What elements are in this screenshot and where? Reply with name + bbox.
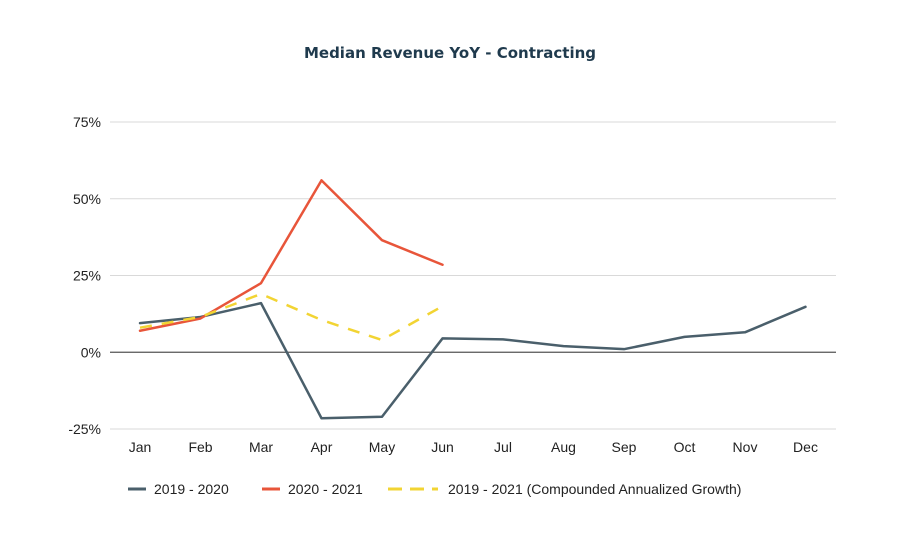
x-tick-label: May bbox=[369, 439, 395, 455]
x-tick-label: Mar bbox=[249, 439, 273, 455]
y-tick-label: 25% bbox=[73, 268, 101, 284]
x-tick-label: Jun bbox=[431, 439, 454, 455]
x-tick-label: Nov bbox=[733, 439, 758, 455]
x-tick-label: Aug bbox=[551, 439, 576, 455]
series-lines bbox=[138, 179, 807, 420]
legend-label: 2020 - 2021 bbox=[288, 481, 363, 497]
series-line-2 bbox=[138, 179, 444, 333]
series-line-3 bbox=[139, 292, 444, 342]
gridlines bbox=[110, 121, 836, 430]
series-line-1 bbox=[138, 301, 807, 420]
x-axis-tick-labels: Jan Feb Mar Apr May Jun Jul Aug Sep Oct Nov Dec bbox=[129, 439, 818, 455]
y-tick-label: -25% bbox=[68, 421, 101, 437]
y-tick-label: 75% bbox=[73, 114, 101, 130]
legend-label: 2019 - 2021 (Compounded Annualized Growt… bbox=[448, 481, 741, 497]
x-tick-label: Jul bbox=[494, 439, 512, 455]
chart-title: Median Revenue YoY - Contracting bbox=[304, 44, 596, 62]
x-tick-label: Oct bbox=[674, 439, 696, 455]
y-tick-label: 0% bbox=[81, 344, 101, 360]
x-tick-label: Apr bbox=[311, 439, 333, 455]
legend-label: 2019 - 2020 bbox=[154, 481, 229, 497]
y-tick-label: 50% bbox=[73, 191, 101, 207]
x-tick-label: Jan bbox=[129, 439, 152, 455]
legend: 2019 - 2020 2020 - 2021 2019 - 2021 (Compo… bbox=[128, 481, 741, 497]
y-axis-tick-labels: -25% 0% 25% 50% 75% bbox=[68, 114, 101, 437]
x-tick-label: Sep bbox=[612, 439, 637, 455]
x-tick-label: Feb bbox=[188, 439, 212, 455]
x-tick-label: Dec bbox=[793, 439, 818, 455]
